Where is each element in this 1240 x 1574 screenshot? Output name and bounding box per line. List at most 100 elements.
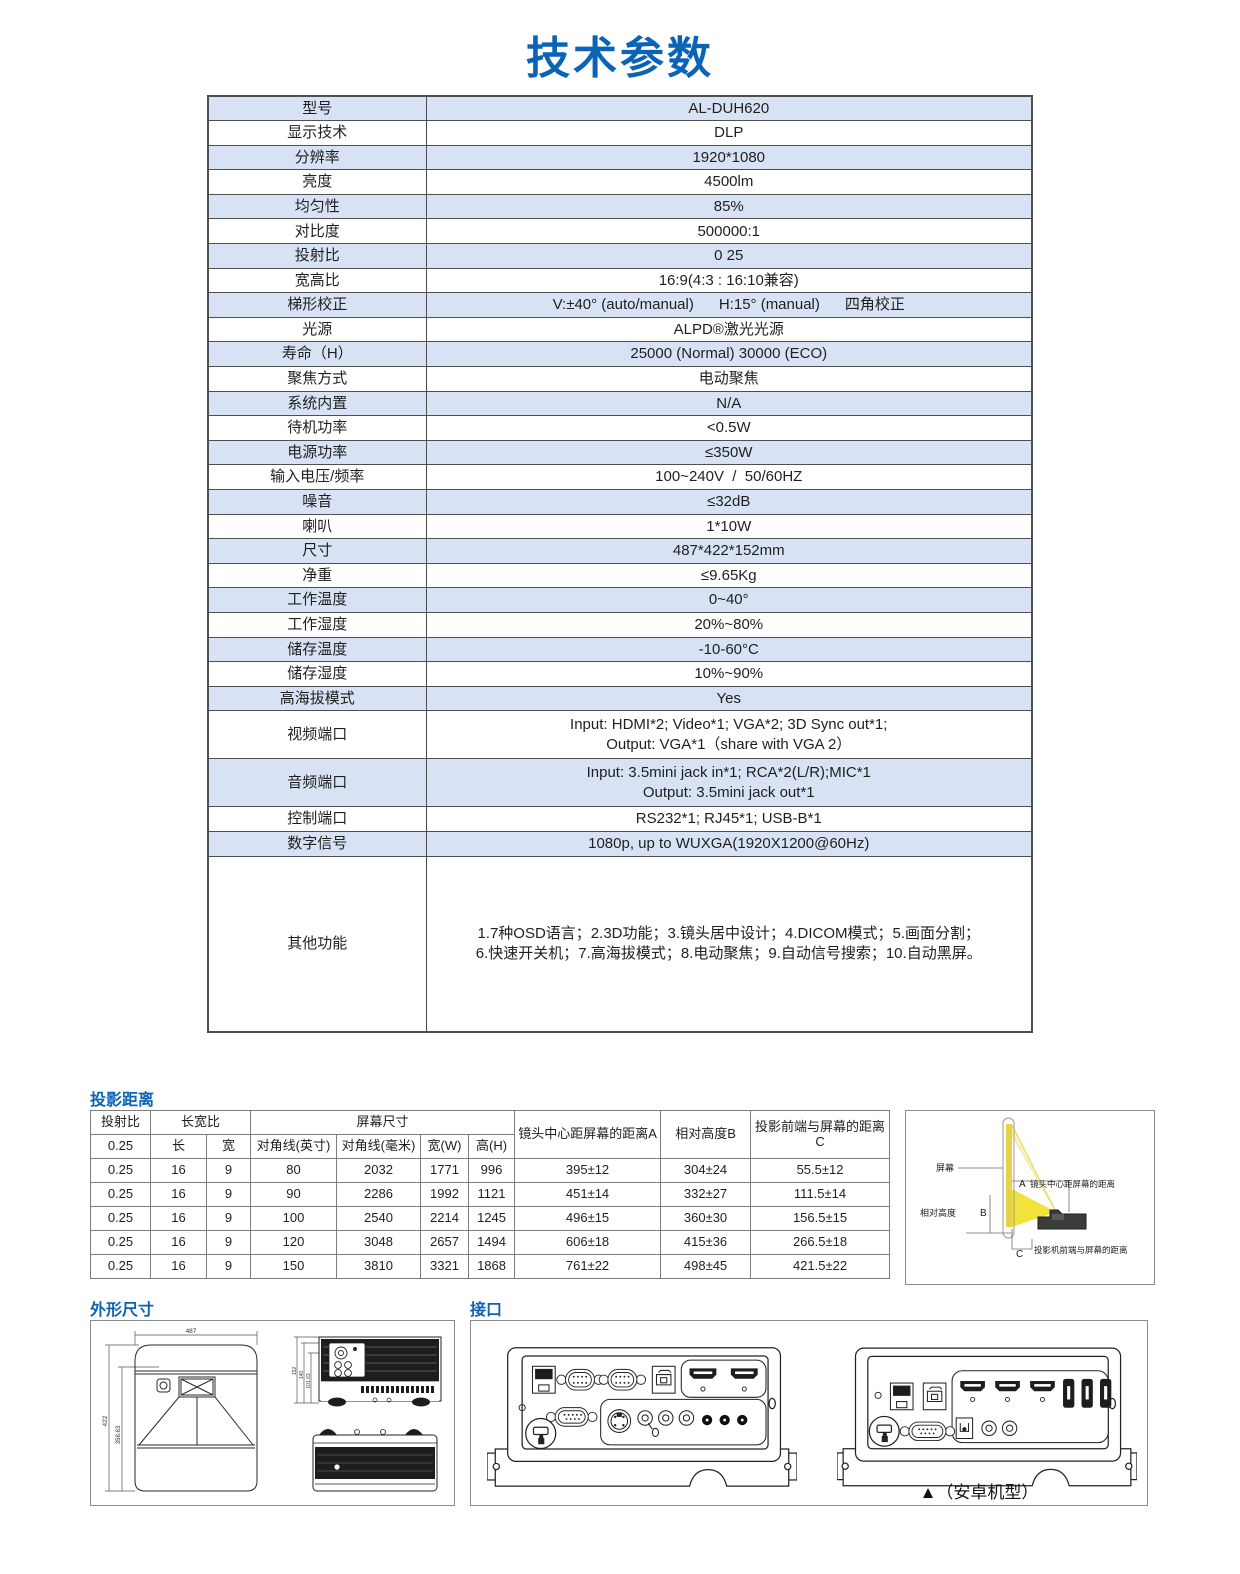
- projection-cell: 16: [150, 1182, 207, 1207]
- spec-value: 1920*1080: [425, 144, 1033, 171]
- projection-cell: 996: [468, 1158, 516, 1183]
- projection-diagram-svg: A 镜头中心距屏幕的距离 屏幕 相对高度 B C 投影机前端与屏幕的距离: [920, 1117, 1128, 1260]
- spec-label: 宽高比: [207, 267, 427, 294]
- projection-cell: 9: [205, 1206, 252, 1231]
- spec-label: 梯形校正: [207, 292, 427, 318]
- projection-cell: 9: [205, 1158, 252, 1183]
- hdmi-zone: [680, 1359, 767, 1398]
- spec-value: RS232*1; RJ45*1; USB-B*1: [425, 806, 1033, 832]
- spec-row: 工作湿度 20%~80%: [207, 611, 1033, 638]
- projection-cell: 266.5±18: [750, 1230, 891, 1255]
- projection-cell: 2286: [336, 1182, 422, 1207]
- projection-header-cell: 投射比: [90, 1110, 151, 1135]
- diagram-screen-label: 屏幕: [936, 1162, 954, 1173]
- spec-label: 均匀性: [207, 193, 427, 220]
- spec-row: 显示技术 DLP: [207, 120, 1033, 146]
- projection-cell: 451±14: [514, 1182, 662, 1207]
- side-view-drawing: 152 140 101.63: [292, 1336, 442, 1407]
- interfaces-heading: 接口: [470, 1302, 503, 1319]
- spec-label: 待机功率: [207, 415, 427, 441]
- projection-cell: 2214: [420, 1206, 470, 1231]
- spec-label: 高海拔模式: [207, 685, 427, 712]
- projection-cell: 496±15: [514, 1206, 662, 1231]
- spec-value: 4500lm: [425, 169, 1033, 195]
- usb-a-ports: [1063, 1378, 1112, 1408]
- projection-cell: 395±12: [514, 1158, 662, 1183]
- spec-value: 85%: [425, 193, 1033, 220]
- projection-cell: 120: [250, 1230, 338, 1255]
- av-zone: [600, 1398, 767, 1446]
- projection-cell: 0.25: [90, 1158, 151, 1183]
- projection-cell: 3810: [336, 1254, 422, 1279]
- diagram-b-label: 相对高度: [920, 1207, 956, 1218]
- spec-row: 喇叭 1*10W: [207, 513, 1033, 540]
- screen-outline: [1002, 1117, 1015, 1239]
- projection-cell: 156.5±15: [750, 1206, 891, 1231]
- projection-cell: 100: [250, 1206, 338, 1231]
- optical-port: [955, 1417, 974, 1440]
- projection-row: 0.25 16 9 80 2032 1771 996 395±12 304±24 55.5±12: [90, 1158, 891, 1183]
- spec-value: -10-60°C: [425, 636, 1033, 663]
- spec-row: 投射比 0 25: [207, 243, 1033, 269]
- spec-label: 数字信号: [207, 830, 427, 857]
- spec-value: 500000:1: [425, 218, 1033, 245]
- spec-value: DLP: [425, 120, 1033, 146]
- projection-cell: 16: [150, 1254, 207, 1279]
- spec-row: 宽高比 16:9(4:3 : 16:10兼容): [207, 267, 1033, 294]
- spec-row: 待机功率 <0.5W: [207, 415, 1033, 441]
- projection-cell: 1245: [468, 1206, 516, 1231]
- projection-cell: 606±18: [514, 1230, 662, 1255]
- spec-row: 电源功率 ≤350W: [207, 439, 1033, 466]
- kensington-lock: [525, 1417, 557, 1450]
- projection-cell: 421.5±22: [750, 1254, 891, 1279]
- projection-cell: 1868: [468, 1254, 516, 1279]
- spec-row: 控制端口 RS232*1; RJ45*1; USB-B*1: [207, 806, 1033, 832]
- spec-row: 系统内置 N/A: [207, 390, 1033, 417]
- projection-cell: 9: [205, 1182, 252, 1207]
- spec-row: 梯形校正 V:±40° (auto/manual) H:15° (manual) …: [207, 292, 1033, 318]
- spec-value: <0.5W: [425, 415, 1033, 441]
- projection-header-cell: 对角线(毫米): [336, 1134, 422, 1159]
- projection-row: 0.25 16 9 100 2540 2214 1245 496±15 360±30 156.5±…: [90, 1206, 891, 1231]
- beam-wide: [1012, 1189, 1056, 1227]
- interfaces-box: ▲（安卓机型）: [470, 1320, 1148, 1506]
- top-view-drawing: 487 422 358.63: [102, 1328, 258, 1492]
- spec-table-body: 型号 AL-DUH620 显示技术 DLP 分辨率 1920*1080 亮度 4500lm 均匀…: [207, 95, 1033, 1033]
- projection-cell: 16: [150, 1206, 207, 1231]
- spec-label: 储存湿度: [207, 661, 427, 687]
- dimensions-box: 487 422 358.63 152 140 101.63: [90, 1320, 455, 1506]
- projection-table: 投射比 长宽比 屏幕尺寸 镜头中心距屏幕的距离A 相对高度B 投影前端与屏幕的距离C 0.2…: [90, 1110, 891, 1279]
- projection-cell: 111.5±14: [750, 1182, 891, 1207]
- spec-row: 视频端口 Input: HDMI*2; Video*1; VGA*2; 3D Sy…: [207, 710, 1033, 760]
- projection-row: 0.25 16 9 120 3048 2657 1494 606±18 415±36 266.5±…: [90, 1230, 891, 1255]
- projection-cell: 332±27: [660, 1182, 752, 1207]
- projection-cell: 16: [150, 1230, 207, 1255]
- spec-row: 型号 AL-DUH620: [207, 95, 1033, 122]
- projection-cell: 3048: [336, 1230, 422, 1255]
- kensington-lock: [868, 1415, 900, 1447]
- spec-label: 显示技术: [207, 120, 427, 146]
- diagram-a-label: 镜头中心距屏幕的距离: [1030, 1179, 1115, 1189]
- diagram-a-letter: A: [1019, 1179, 1026, 1190]
- spec-row: 其他功能 1.7种OSD语言；2.3D功能；3.镜头居中设计；4.DICOM模式；…: [207, 855, 1033, 1033]
- projection-cell: 304±24: [660, 1158, 752, 1183]
- spec-table: 型号 AL-DUH620 显示技术 DLP 分辨率 1920*1080 亮度 4500lm 均匀…: [207, 95, 1033, 1034]
- spec-value: 0 25: [425, 243, 1033, 269]
- spec-value: ≤350W: [425, 439, 1033, 466]
- projection-header-cell: 屏幕尺寸: [250, 1110, 516, 1135]
- spec-value: AL-DUH620: [425, 95, 1033, 122]
- vga-port-2: [598, 1368, 647, 1391]
- spec-label: 亮度: [207, 169, 427, 195]
- projection-header-cell: 投影前端与屏幕的距离C: [750, 1110, 891, 1159]
- spec-value: 20%~80%: [425, 611, 1033, 638]
- projection-heading: 投影距离: [90, 1092, 155, 1109]
- mini-din-port: [607, 1409, 632, 1433]
- rs232-port: [545, 1407, 598, 1427]
- projection-header-cell: 长宽比: [149, 1110, 252, 1135]
- spec-label: 净重: [207, 562, 427, 589]
- spec-label: 工作温度: [207, 587, 427, 613]
- projection-cell: 3321: [420, 1254, 470, 1279]
- spec-row: 对比度 500000:1: [207, 218, 1033, 245]
- spec-value: Yes: [425, 685, 1033, 712]
- spec-label: 分辨率: [207, 144, 427, 171]
